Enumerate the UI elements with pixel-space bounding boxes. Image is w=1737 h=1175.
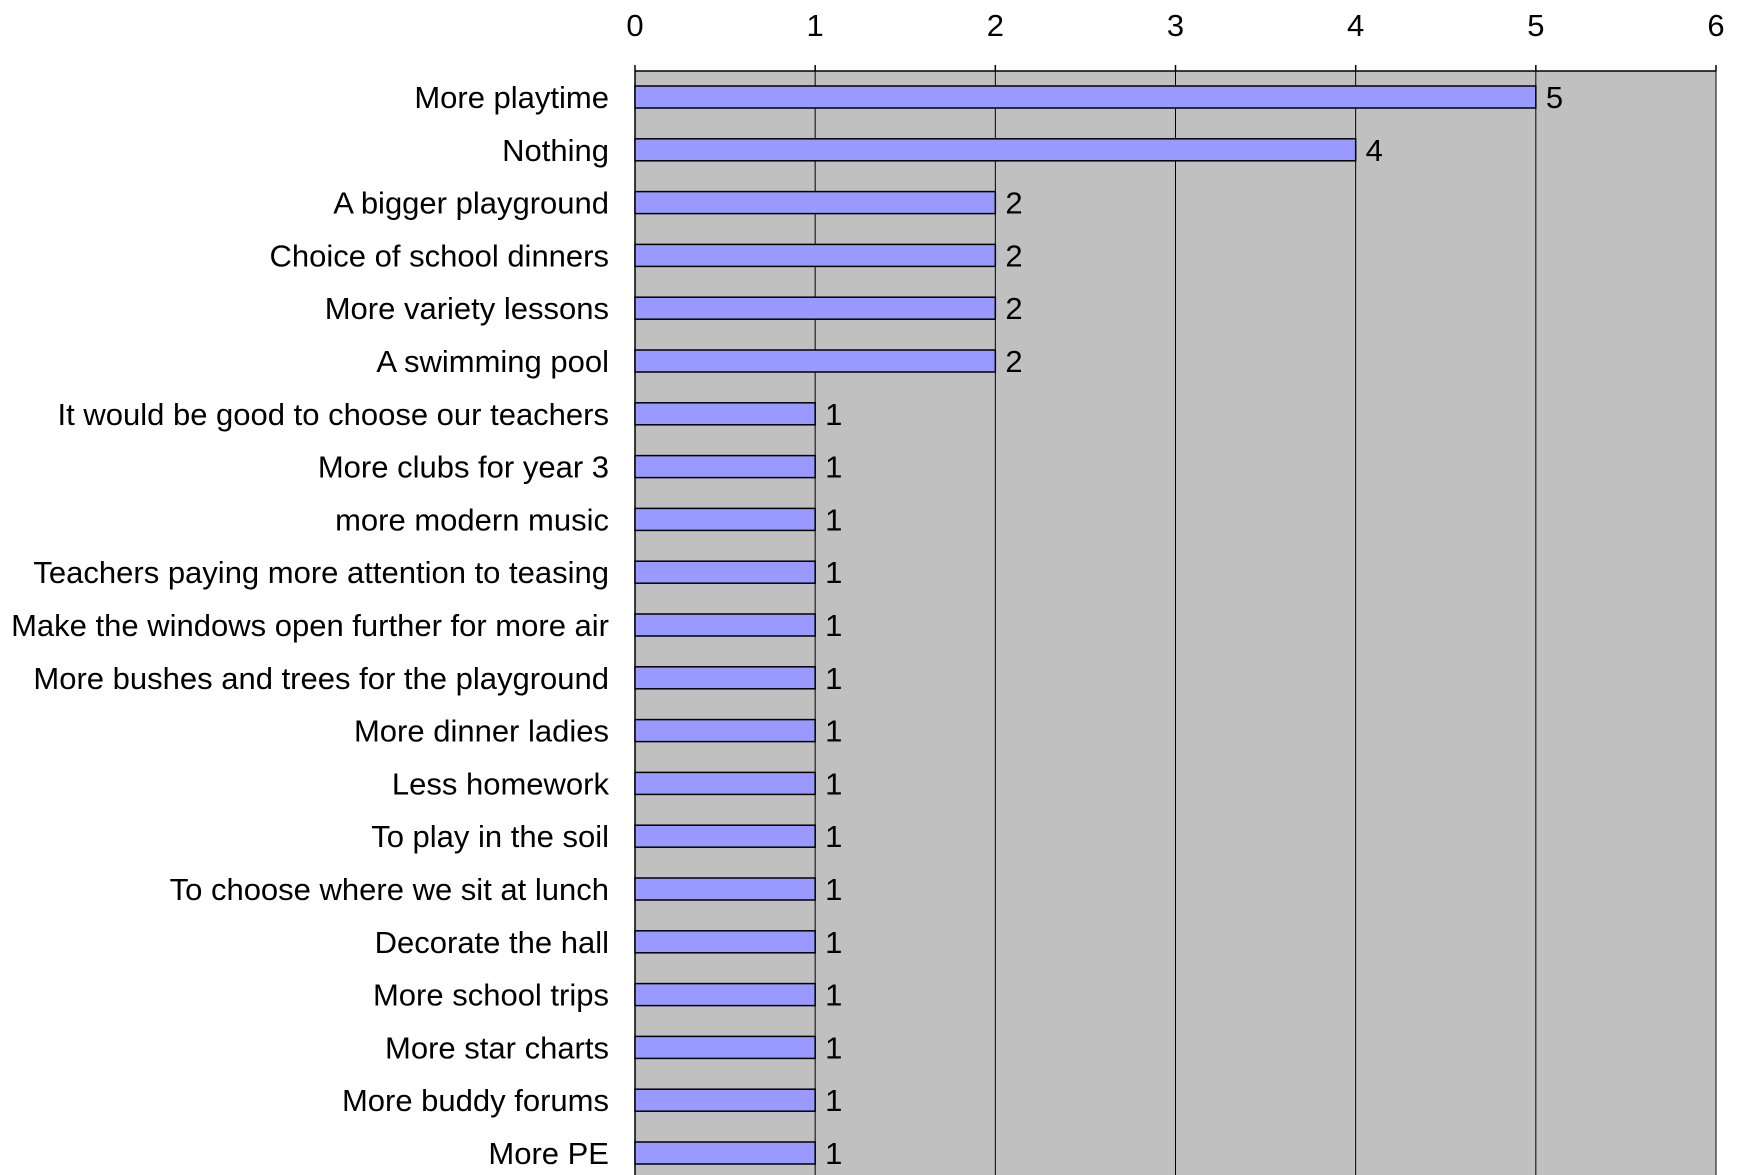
data-label: 2 [1005, 186, 1022, 221]
category-label: It would be good to choose our teachers [58, 397, 609, 432]
bar [634, 824, 816, 848]
data-label: 1 [825, 925, 842, 960]
data-label: 1 [825, 766, 842, 801]
data-label: 1 [825, 1136, 842, 1171]
bar [634, 1035, 816, 1060]
category-label: More school trips [373, 978, 609, 1013]
category-label: Nothing [502, 133, 609, 168]
bar [634, 877, 816, 901]
data-label: 1 [825, 608, 842, 643]
bar [634, 349, 997, 373]
category-label: Less homework [392, 766, 610, 801]
data-label: 1 [825, 872, 842, 907]
bar [634, 85, 1537, 109]
category-label: Choice of school dinners [270, 238, 609, 273]
bar [634, 982, 816, 1007]
bar [634, 560, 816, 584]
data-label: 1 [825, 661, 842, 696]
data-label: 2 [1005, 291, 1022, 326]
data-label: 1 [825, 1083, 842, 1118]
category-label: To choose where we sit at lunch [170, 872, 609, 907]
category-label: More bushes and trees for the playground [33, 661, 609, 696]
data-label: 1 [825, 714, 842, 749]
x-tick-label: 1 [807, 8, 824, 43]
x-tick-label: 5 [1527, 8, 1544, 43]
data-label: 1 [825, 397, 842, 432]
data-label: 2 [1005, 238, 1022, 273]
data-label: 4 [1366, 133, 1383, 168]
data-label: 1 [825, 450, 842, 485]
bar [634, 718, 816, 743]
category-label: A bigger playground [333, 186, 609, 221]
x-tick-label: 2 [987, 8, 1004, 43]
category-label: More buddy forums [342, 1083, 609, 1118]
bar [634, 138, 1357, 162]
bar [634, 454, 816, 479]
bar [634, 771, 816, 796]
bar [634, 930, 816, 954]
category-label: More PE [488, 1136, 609, 1171]
category-label: Decorate the hall [375, 925, 609, 960]
bar [634, 243, 997, 268]
x-tick-label: 6 [1707, 8, 1724, 43]
x-tick-label: 0 [626, 8, 643, 43]
category-label: More dinner ladies [354, 714, 609, 749]
data-label: 1 [825, 819, 842, 854]
bar [634, 507, 816, 532]
category-label: More clubs for year 3 [318, 450, 609, 485]
data-label: 1 [825, 978, 842, 1013]
data-label: 1 [825, 555, 842, 590]
category-label: Make the windows open further for more a… [11, 608, 609, 643]
x-tick-label: 4 [1347, 8, 1364, 43]
bar [634, 1088, 816, 1112]
bar [634, 613, 816, 637]
category-label: To play in the soil [371, 819, 609, 854]
data-label: 2 [1005, 344, 1022, 379]
category-label: A swimming pool [376, 344, 609, 379]
bar [634, 666, 816, 690]
bar [634, 190, 997, 215]
category-label: Teachers paying more attention to teasin… [33, 555, 609, 590]
category-label: More playtime [414, 80, 609, 115]
bar [634, 296, 997, 320]
category-label: more modern music [335, 502, 609, 537]
x-tick-label: 3 [1167, 8, 1184, 43]
bar [634, 1141, 816, 1165]
data-label: 5 [1546, 80, 1563, 115]
bar [634, 402, 816, 426]
data-label: 1 [825, 1030, 842, 1065]
category-label: More star charts [385, 1030, 609, 1065]
category-label: More variety lessons [325, 291, 609, 326]
data-label: 1 [825, 502, 842, 537]
